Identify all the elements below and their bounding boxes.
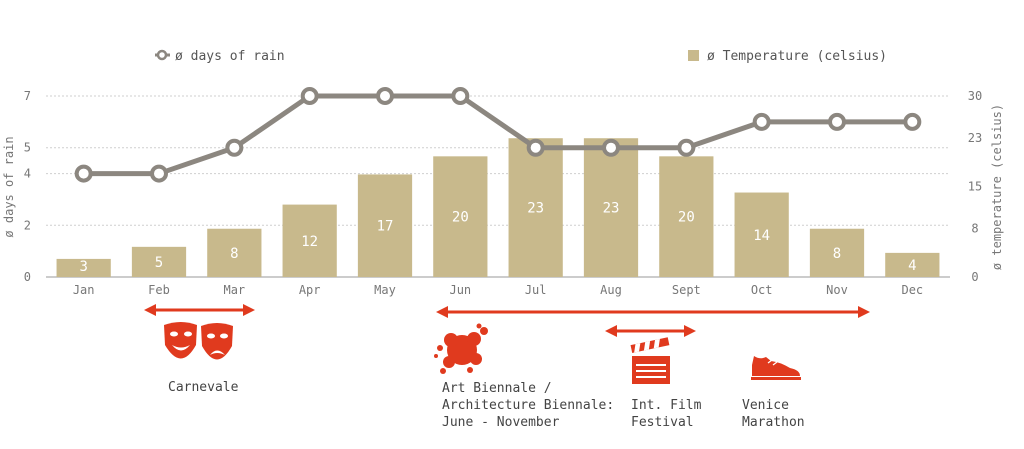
x-tick-label: May	[374, 283, 396, 297]
temperature-bar	[508, 138, 563, 277]
y-tick-label: 5	[24, 141, 31, 155]
x-tick-label: Oct	[751, 283, 773, 297]
biennale-arrow	[436, 306, 870, 318]
y-tick-label: 7	[24, 89, 31, 103]
temperature-bar-value: 8	[833, 246, 841, 262]
x-tick-label: Apr	[299, 283, 321, 297]
temperature-bars	[56, 138, 940, 277]
y2-axis-ticks: 0 8 15 23 30	[968, 89, 982, 284]
event-marathon-line-1: Venice	[742, 398, 789, 413]
rain-point	[677, 138, 696, 157]
temperature-bar	[433, 156, 488, 277]
legend-temp-swatch	[688, 50, 699, 61]
temperature-bar-value: 20	[452, 210, 469, 226]
rain-polyline	[83, 93, 913, 177]
film-festival-arrow	[605, 325, 696, 337]
y2-tick-label: 23	[968, 131, 982, 145]
event-marathon-line-2: Marathon	[742, 415, 805, 430]
gridlines	[46, 95, 950, 278]
events: Carnevale Art Biennale / Architecture Bi…	[144, 304, 870, 430]
event-biennale-line-1: Art Biennale /	[442, 381, 552, 396]
x-tick-label: Feb	[148, 283, 170, 297]
y2-tick-label: 8	[971, 222, 978, 236]
y2-tick-label: 15	[968, 180, 982, 194]
rain-point	[752, 112, 771, 131]
event-biennale-line-3: June - November	[442, 415, 560, 430]
temperature-bar	[207, 228, 262, 277]
temperature-bar	[282, 204, 337, 277]
temperature-bar	[734, 192, 789, 277]
rain-point	[225, 138, 244, 157]
y2-tick-label: 30	[968, 89, 982, 103]
running-shoe-icon	[751, 356, 801, 380]
rain-point	[74, 164, 93, 183]
temperature-bar-value: 8	[230, 246, 238, 262]
temperature-bar-value: 23	[527, 201, 544, 217]
y2-axis-title: ø temperature (celsius)	[990, 104, 1004, 270]
rain-point	[150, 164, 168, 183]
x-tick-label: Mar	[223, 283, 245, 297]
carnevale-arrow	[144, 304, 255, 316]
theater-masks-icon	[164, 322, 233, 360]
temperature-bar	[357, 174, 413, 277]
temperature-bar-value: 23	[603, 201, 620, 217]
y-axis-title: ø days of rain	[2, 136, 16, 237]
temperature-bar-value: 3	[79, 259, 87, 275]
temperature-bar	[56, 258, 111, 277]
rain-point	[376, 87, 394, 105]
y-tick-label: 4	[24, 167, 31, 181]
rain-point	[828, 112, 846, 131]
x-axis-ticks: Jan Feb Mar Apr May Jun Jul Aug Sept Oct Nov Dec	[73, 283, 923, 297]
x-tick-label: Jan	[73, 283, 95, 297]
x-tick-label: Dec	[901, 283, 923, 297]
clapperboard-icon	[630, 337, 670, 384]
rain-line	[74, 87, 922, 183]
rain-point	[451, 87, 470, 105]
temperature-bar-value: 5	[155, 255, 163, 271]
x-tick-label: Aug	[600, 283, 622, 297]
temperature-bar	[659, 156, 714, 277]
x-tick-label: Jul	[525, 283, 547, 297]
temperature-bar-value: 4	[908, 258, 916, 274]
temperature-bar-labels: 3 5 8 12 17 20 23 23 20 14 8 4	[79, 201, 916, 275]
temperature-bar-value: 20	[678, 210, 695, 226]
temperature-bar	[885, 252, 940, 277]
rain-point	[903, 112, 922, 131]
paint-splash-icon	[434, 323, 488, 374]
y-axis-ticks: 0 2 4 5 7	[24, 89, 31, 284]
temperature-bar	[583, 138, 639, 277]
x-tick-label: Jun	[449, 283, 471, 297]
legend-rain-marker	[155, 49, 170, 61]
legend: ø days of rain ø Temperature (celsius)	[155, 49, 887, 64]
temperature-bar	[131, 246, 187, 277]
rain-point	[526, 138, 545, 157]
temperature-bar-value: 17	[377, 219, 394, 235]
event-biennale-line-2: Architecture Biennale:	[442, 398, 614, 413]
legend-temp-label: ø Temperature (celsius)	[707, 49, 887, 64]
legend-rain-label: ø days of rain	[175, 49, 285, 64]
y-tick-label: 2	[24, 218, 31, 232]
temperature-bar-value: 12	[301, 234, 318, 250]
temperature-bar	[809, 228, 865, 277]
y2-tick-label: 0	[971, 270, 978, 284]
x-tick-label: Nov	[826, 283, 848, 297]
temperature-bar-value: 14	[753, 228, 770, 244]
event-carnevale-label: Carnevale	[168, 380, 239, 395]
event-film-line-2: Festival	[631, 415, 694, 430]
rain-point	[602, 138, 620, 157]
x-tick-label: Sept	[672, 283, 701, 297]
rain-point	[300, 87, 319, 105]
event-film-line-1: Int. Film	[631, 398, 702, 413]
y-tick-label: 0	[24, 270, 31, 284]
